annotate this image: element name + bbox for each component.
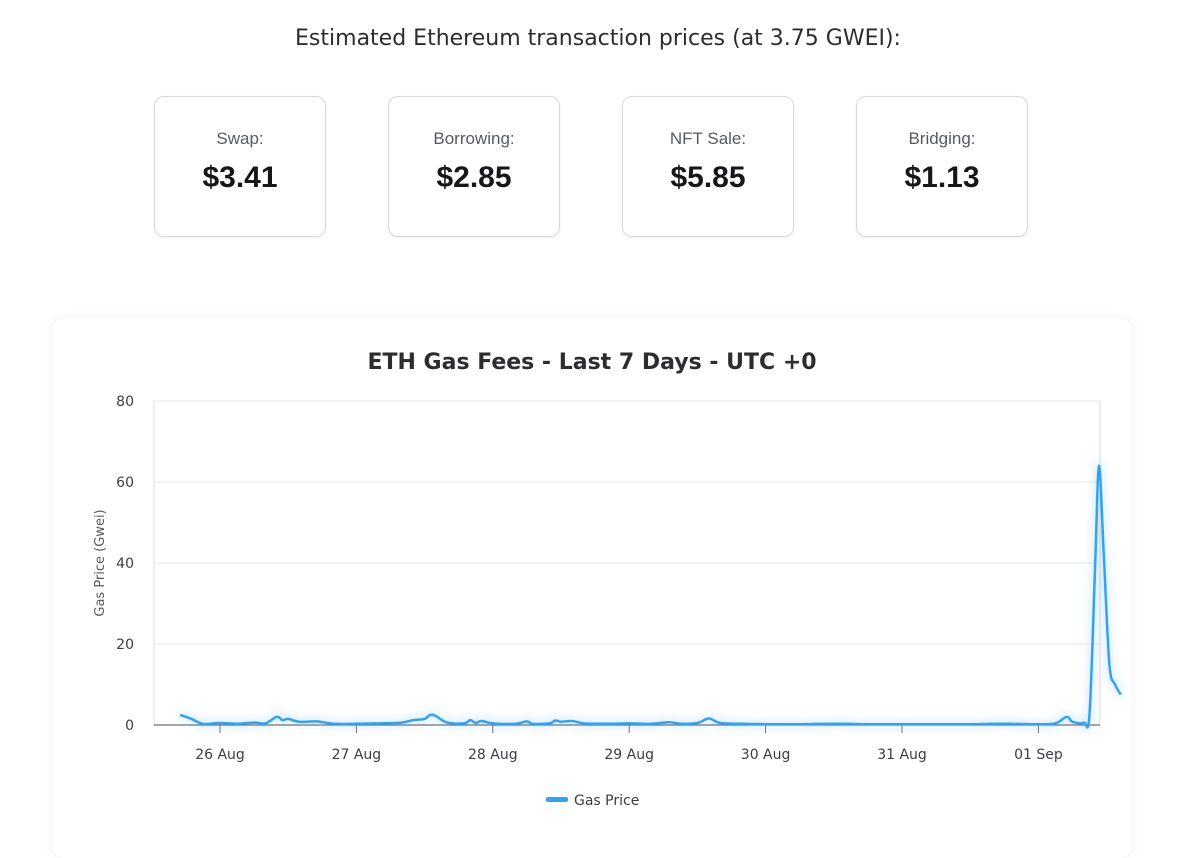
- card-label: Borrowing:: [433, 129, 515, 148]
- y-tick-label: 80: [116, 394, 134, 410]
- data-point[interactable]: [487, 717, 499, 729]
- legend-swatch[interactable]: [546, 797, 568, 802]
- y-axis-label: Gas Price (Gwei): [93, 509, 108, 616]
- data-point[interactable]: [1098, 549, 1110, 561]
- data-point[interactable]: [231, 718, 243, 730]
- data-point[interactable]: [691, 717, 703, 729]
- x-tick-label: 29 Aug: [604, 747, 654, 763]
- x-tick-label: 30 Aug: [741, 747, 791, 763]
- data-point[interactable]: [1103, 658, 1115, 670]
- data-point[interactable]: [760, 718, 772, 730]
- card-label: Swap:: [216, 129, 264, 148]
- data-point[interactable]: [623, 717, 635, 729]
- y-tick-label: 60: [116, 475, 134, 491]
- data-point[interactable]: [1067, 716, 1079, 728]
- data-point[interactable]: [646, 718, 658, 730]
- data-point[interactable]: [1084, 707, 1096, 719]
- card-value: $3.41: [202, 161, 278, 194]
- card-label: Bridging:: [908, 129, 976, 148]
- data-point[interactable]: [311, 715, 323, 727]
- data-point[interactable]: [1050, 717, 1062, 729]
- legend-entry-gas-price[interactable]: Gas Price: [574, 793, 639, 809]
- data-point[interactable]: [828, 718, 840, 730]
- y-tick-label: 0: [125, 718, 134, 734]
- data-point[interactable]: [674, 718, 686, 730]
- card-label: NFT Sale:: [669, 129, 747, 148]
- data-point[interactable]: [555, 716, 567, 728]
- data-point[interactable]: [396, 717, 408, 729]
- data-point[interactable]: [282, 713, 294, 725]
- data-point[interactable]: [475, 715, 487, 727]
- x-tick-label: 01 Sep: [1014, 747, 1063, 763]
- bridging-price-card: Bridging: $1.13: [856, 96, 1028, 237]
- swap-price-card: Swap: $3.41: [154, 96, 326, 237]
- data-point[interactable]: [328, 718, 340, 730]
- data-point[interactable]: [441, 717, 453, 729]
- series-line-gas-price[interactable]: [179, 464, 1122, 729]
- data-point[interactable]: [294, 716, 306, 728]
- nft-sale-price-card: NFT Sale: $5.85: [622, 96, 794, 237]
- x-tick-label: 27 Aug: [332, 747, 382, 763]
- gas-chart-panel: [52, 318, 1132, 858]
- data-point[interactable]: [430, 710, 442, 722]
- data-point[interactable]: [197, 718, 209, 730]
- data-point[interactable]: [214, 717, 226, 729]
- data-point[interactable]: [373, 717, 385, 729]
- data-point[interactable]: [601, 718, 613, 730]
- data-point[interactable]: [186, 713, 198, 725]
- data-point[interactable]: [794, 718, 806, 730]
- data-point[interactable]: [1032, 718, 1044, 730]
- y-tick-label: 40: [116, 556, 134, 572]
- data-point[interactable]: [930, 718, 942, 730]
- data-point[interactable]: [174, 709, 186, 721]
- data-point[interactable]: [663, 716, 675, 728]
- card-value: $1.13: [904, 161, 980, 194]
- series-line-glow: [178, 461, 1125, 732]
- data-point[interactable]: [703, 713, 715, 725]
- prices-heading: Estimated Ethereum transaction prices (a…: [295, 26, 901, 51]
- data-point[interactable]: [737, 718, 749, 730]
- gas-fees-chart: ETH Gas Fees - Last 7 Days - UTC +0 Gas …: [93, 350, 1127, 809]
- data-point[interactable]: [578, 717, 590, 729]
- data-point[interactable]: [248, 717, 260, 729]
- data-point[interactable]: [964, 718, 976, 730]
- data-point[interactable]: [1109, 679, 1121, 691]
- x-tick-label: 28 Aug: [468, 747, 518, 763]
- data-point[interactable]: [714, 717, 726, 729]
- data-point[interactable]: [510, 718, 522, 730]
- data-point[interactable]: [1115, 689, 1127, 701]
- data-point[interactable]: [998, 718, 1010, 730]
- data-point[interactable]: [896, 718, 908, 730]
- data-point[interactable]: [1093, 460, 1105, 472]
- data-point[interactable]: [350, 718, 362, 730]
- data-point[interactable]: [566, 715, 578, 727]
- y-tick-label: 20: [116, 637, 134, 653]
- chart-title: ETH Gas Fees - Last 7 Days - UTC +0: [367, 350, 816, 375]
- card-value: $5.85: [670, 161, 746, 194]
- data-point[interactable]: [862, 718, 874, 730]
- data-point[interactable]: [527, 718, 539, 730]
- borrowing-price-card: Borrowing: $2.85: [388, 96, 560, 237]
- data-point[interactable]: [260, 717, 272, 729]
- data-point[interactable]: [407, 714, 419, 726]
- card-value: $2.85: [436, 161, 512, 194]
- x-tick-label: 26 Aug: [195, 747, 245, 763]
- x-tick-label: 31 Aug: [877, 747, 927, 763]
